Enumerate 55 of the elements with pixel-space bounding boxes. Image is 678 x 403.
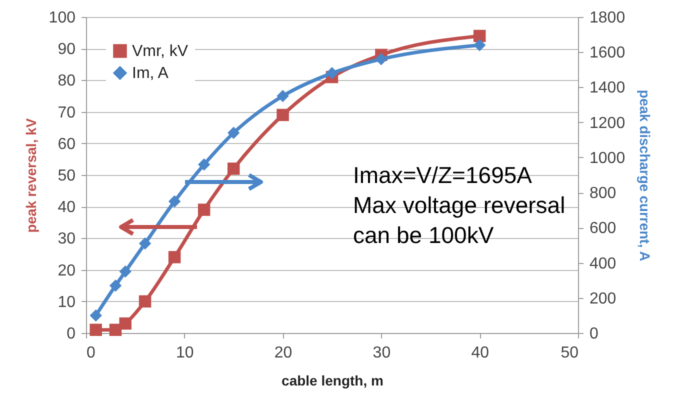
point (375, 53, 388, 66)
y-tick-label: 30 (58, 230, 76, 248)
x-tick-label: 30 (372, 344, 391, 362)
annotation: can be 100kV (353, 222, 494, 248)
point (168, 251, 181, 264)
point (276, 90, 289, 102)
legend-label: Im, A (132, 65, 169, 82)
point (119, 317, 132, 330)
x-axis-title: cable length, m (282, 372, 384, 388)
y2-tick-label: 800 (590, 185, 616, 202)
legend-label: Vmr, kV (132, 43, 188, 60)
y-tick-label: 80 (58, 72, 76, 90)
y-tick-label: 100 (48, 10, 76, 26)
point (198, 158, 210, 171)
point (138, 295, 152, 308)
annotation: Imax=V/Z=1695A (353, 162, 533, 188)
y2-tick-label: 1000 (590, 150, 626, 167)
y-tick-label: 40 (58, 199, 76, 216)
annotation: Max voltage reversal (353, 192, 566, 218)
point (119, 265, 132, 278)
point (326, 67, 338, 80)
y2-tick-label: 0 (590, 326, 598, 342)
y-tick-label: 50 (58, 168, 76, 184)
y2-tick-label: 1400 (590, 80, 626, 97)
point (138, 237, 152, 250)
x-tick-label: 40 (471, 344, 490, 362)
y2-tick-label: 1600 (590, 44, 626, 62)
y2-tick-label: 600 (590, 220, 616, 238)
x-tick-label: 0 (86, 344, 96, 362)
x-tick-label: 10 (176, 344, 194, 362)
x-tick-label: 20 (274, 344, 292, 362)
point (473, 38, 486, 52)
point (109, 279, 122, 292)
y-tick-label: 20 (58, 262, 76, 280)
point (276, 108, 289, 122)
y2-tick-label: 1800 (590, 10, 626, 26)
y2-tick-label: 1200 (590, 114, 626, 132)
point (90, 324, 102, 336)
point (227, 162, 240, 175)
point (90, 309, 102, 322)
y-tick-label: 0 (66, 326, 76, 342)
y-tick-label: 60 (58, 136, 76, 153)
point (227, 126, 240, 139)
point (109, 324, 122, 336)
y2-tick-label: 200 (590, 290, 616, 308)
point (168, 195, 181, 208)
y2-axis-title: peak discharge current, A (637, 90, 654, 262)
y-axis-title: peak reversal, kV (22, 118, 39, 233)
y-tick-label: 70 (58, 104, 76, 122)
point (473, 30, 486, 42)
x-tick-label: 50 (560, 344, 579, 362)
y2-tick-label: 400 (590, 255, 616, 272)
point (198, 204, 210, 216)
y-tick-label: 90 (58, 41, 76, 58)
y-tick-label: 10 (58, 294, 76, 311)
